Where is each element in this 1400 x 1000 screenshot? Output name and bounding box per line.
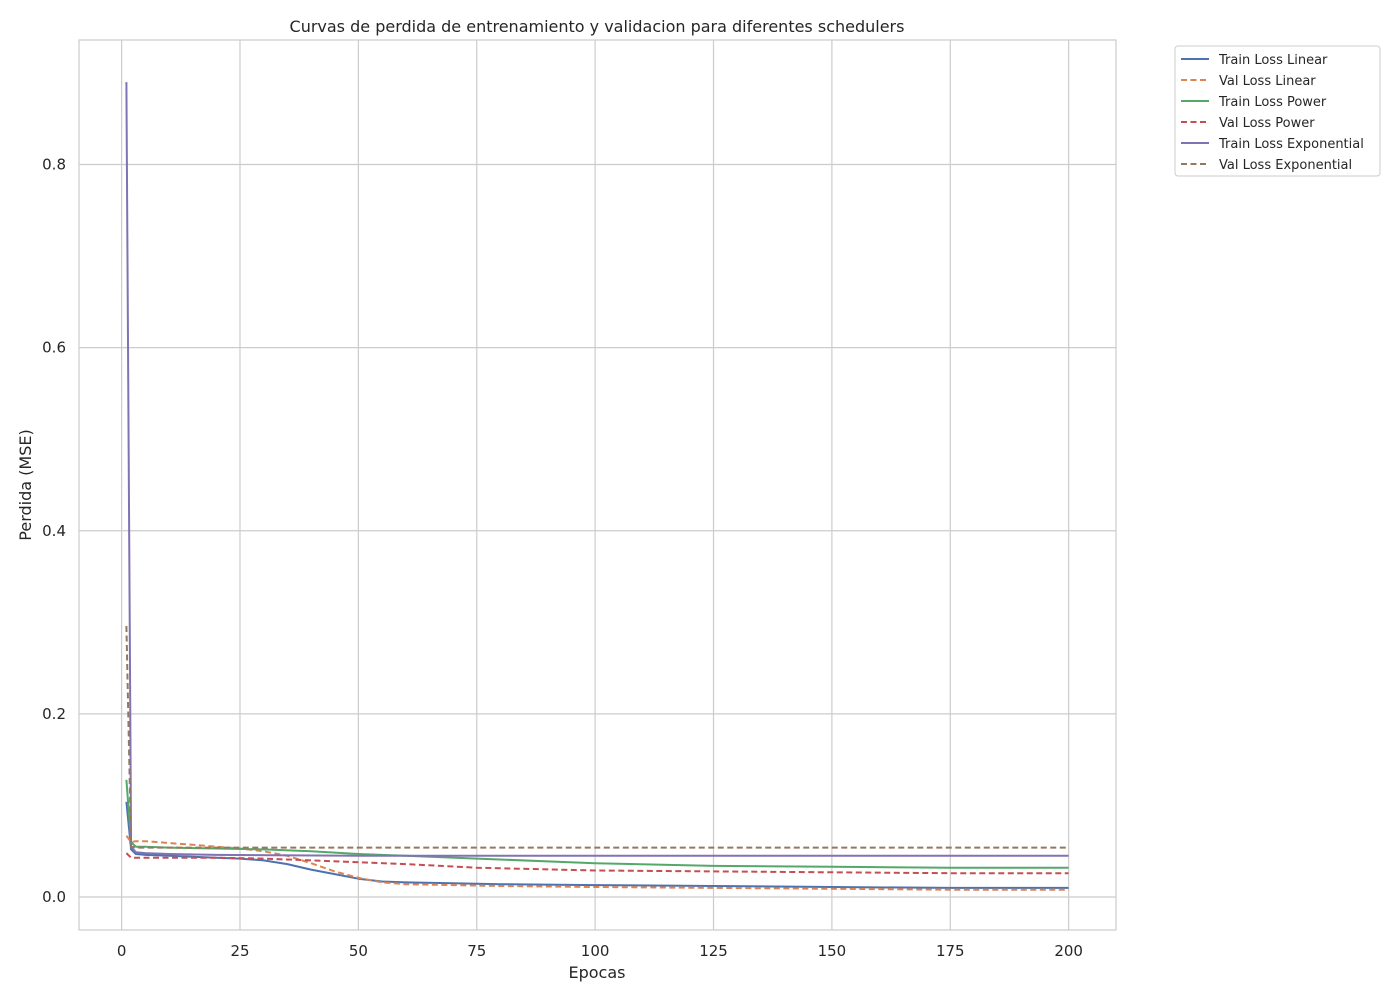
y-tick-label: 0.2 <box>42 705 66 723</box>
x-tick-label: 175 <box>936 942 965 960</box>
series-line-train-loss-linear <box>125 801 1069 889</box>
legend-items: Train Loss Linear Val Loss Linear Train Lo… <box>1181 53 1364 173</box>
legend-label-train-loss-power: Train Loss Power <box>1218 95 1327 110</box>
series-line-train-loss-exponential <box>125 82 1069 857</box>
y-tick-label: 0.6 <box>42 339 66 357</box>
series-line-val-loss-linear <box>125 835 1069 891</box>
x-tick-label: 75 <box>467 942 486 960</box>
axes-frame <box>78 39 1117 931</box>
tick-labels: 0 25 50 75 100 125 150 175 200 0.0 0.2 0.4 0.6 0.8 <box>42 156 1083 960</box>
legend-label-val-loss-exponential: Val Loss Exponential <box>1219 158 1352 173</box>
grid-lines <box>79 40 1116 930</box>
series-lines <box>125 82 1069 891</box>
legend-label-val-loss-power: Val Loss Power <box>1219 116 1315 131</box>
y-axis-label: Perdida (MSE) <box>16 429 35 540</box>
x-axis-label: Epocas <box>569 963 626 982</box>
legend-label-train-loss-exponential: Train Loss Exponential <box>1218 137 1364 152</box>
y-tick-label: 0.0 <box>42 888 66 906</box>
legend: Train Loss Linear Val Loss Linear Train Lo… <box>1174 45 1381 177</box>
series-line-val-loss-exponential <box>125 625 1069 849</box>
legend-box <box>1174 45 1381 177</box>
x-tick-label: 150 <box>818 942 847 960</box>
x-tick-label: 200 <box>1054 942 1083 960</box>
y-tick-label: 0.8 <box>42 156 66 174</box>
x-tick-label: 50 <box>349 942 368 960</box>
x-tick-label: 0 <box>117 942 127 960</box>
chart-title: Curvas de perdida de entrenamiento y val… <box>290 17 905 36</box>
legend-label-train-loss-linear: Train Loss Linear <box>1218 53 1328 68</box>
y-tick-label: 0.4 <box>42 522 66 540</box>
legend-label-val-loss-linear: Val Loss Linear <box>1219 74 1316 89</box>
x-tick-label: 100 <box>581 942 610 960</box>
x-tick-label: 25 <box>230 942 249 960</box>
series-line-val-loss-power <box>125 852 1069 875</box>
x-tick-label: 125 <box>699 942 728 960</box>
